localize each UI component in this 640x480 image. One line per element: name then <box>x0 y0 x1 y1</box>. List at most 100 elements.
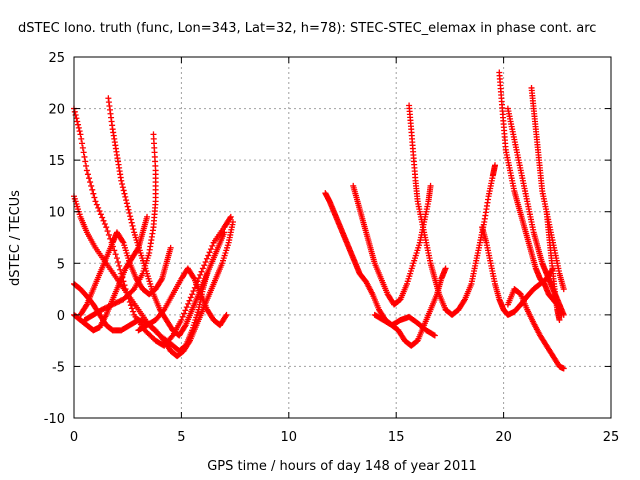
data-point <box>80 149 87 156</box>
data-point <box>95 204 102 211</box>
data-point <box>461 297 468 304</box>
series-9 <box>322 190 449 349</box>
data-point <box>186 338 193 345</box>
data-point <box>128 305 135 312</box>
plot-frame <box>73 56 612 419</box>
data-point <box>186 297 193 304</box>
data-point <box>144 213 151 220</box>
data-point <box>120 187 127 194</box>
data-point <box>556 317 563 324</box>
data-point <box>167 244 174 251</box>
data-point <box>150 131 157 138</box>
data-point <box>91 194 98 201</box>
series-12 <box>371 311 438 339</box>
data-point <box>190 274 197 281</box>
y-tick-label: -10 <box>44 412 65 427</box>
y-tick-label: 15 <box>48 154 65 169</box>
data-point <box>93 201 100 208</box>
data-point <box>87 179 94 186</box>
series-11 <box>406 102 499 318</box>
data-point <box>442 265 449 272</box>
data-point <box>207 246 214 253</box>
data-point <box>160 307 167 314</box>
data-point <box>190 288 197 295</box>
data-point <box>203 255 210 262</box>
series-18 <box>543 208 563 324</box>
x-axis: 0 5 10 15 20 25 <box>70 57 619 445</box>
data-point <box>185 300 192 307</box>
x-tick-label: 15 <box>388 430 405 445</box>
x-tick-label: 0 <box>70 430 78 445</box>
data-point <box>112 251 119 258</box>
data-point <box>198 268 205 275</box>
data-point <box>122 193 129 200</box>
y-tick-label: 5 <box>57 257 65 272</box>
data-point <box>76 128 83 135</box>
x-tick-label: 20 <box>495 430 512 445</box>
data-point <box>221 229 228 236</box>
data-point <box>96 208 103 215</box>
data-point <box>75 121 82 128</box>
data-point <box>81 153 88 160</box>
data-point <box>189 291 196 298</box>
data-point <box>83 302 90 309</box>
data-point <box>127 213 134 220</box>
data-points <box>71 69 567 372</box>
y-axis: -10 -5 0 5 10 15 20 25 <box>44 51 611 427</box>
data-point <box>201 262 208 269</box>
data-point <box>78 135 85 142</box>
data-point <box>75 124 82 131</box>
data-point <box>116 262 123 269</box>
y-tick-label: 25 <box>48 51 65 66</box>
data-point <box>209 242 216 249</box>
y-tick-label: 0 <box>57 309 65 324</box>
data-point <box>560 365 567 372</box>
data-point <box>178 317 185 324</box>
data-point <box>222 313 229 320</box>
data-point <box>227 213 234 220</box>
x-tick-label: 25 <box>603 430 620 445</box>
data-point <box>113 255 120 262</box>
data-point <box>104 228 111 235</box>
data-point <box>168 333 175 340</box>
data-point <box>124 203 131 210</box>
y-axis-label: dSTEC / TECUs <box>8 190 23 286</box>
data-point <box>187 294 194 301</box>
data-point <box>121 190 128 197</box>
data-point <box>427 182 434 189</box>
data-point <box>202 258 209 265</box>
data-point <box>118 177 125 184</box>
data-point <box>181 323 188 330</box>
data-point <box>100 217 107 224</box>
chart-title: dSTEC Iono. truth (func, Lon=343, Lat=32… <box>18 21 596 36</box>
series-17 <box>504 286 567 372</box>
data-point <box>79 144 86 151</box>
data-point <box>103 224 110 231</box>
series-8 <box>135 265 230 334</box>
data-point <box>101 220 108 227</box>
series-7 <box>81 131 159 324</box>
data-point <box>560 311 567 318</box>
data-point <box>199 265 206 272</box>
y-tick-label: 20 <box>48 103 65 118</box>
data-point <box>89 186 96 193</box>
data-point <box>179 313 186 320</box>
data-point <box>182 307 189 314</box>
data-point <box>82 158 89 165</box>
data-point <box>226 215 233 222</box>
data-point <box>181 310 188 317</box>
data-point <box>79 140 86 147</box>
data-point <box>431 332 438 339</box>
data-point <box>126 210 133 217</box>
data-point <box>130 226 137 233</box>
data-point <box>83 162 90 169</box>
x-tick-label: 5 <box>177 430 185 445</box>
data-point <box>127 216 134 223</box>
data-point <box>128 219 135 226</box>
data-point <box>77 131 84 138</box>
y-tick-label: 10 <box>48 206 65 221</box>
data-point <box>84 171 91 178</box>
data-point <box>183 304 190 311</box>
data-point <box>492 162 499 169</box>
